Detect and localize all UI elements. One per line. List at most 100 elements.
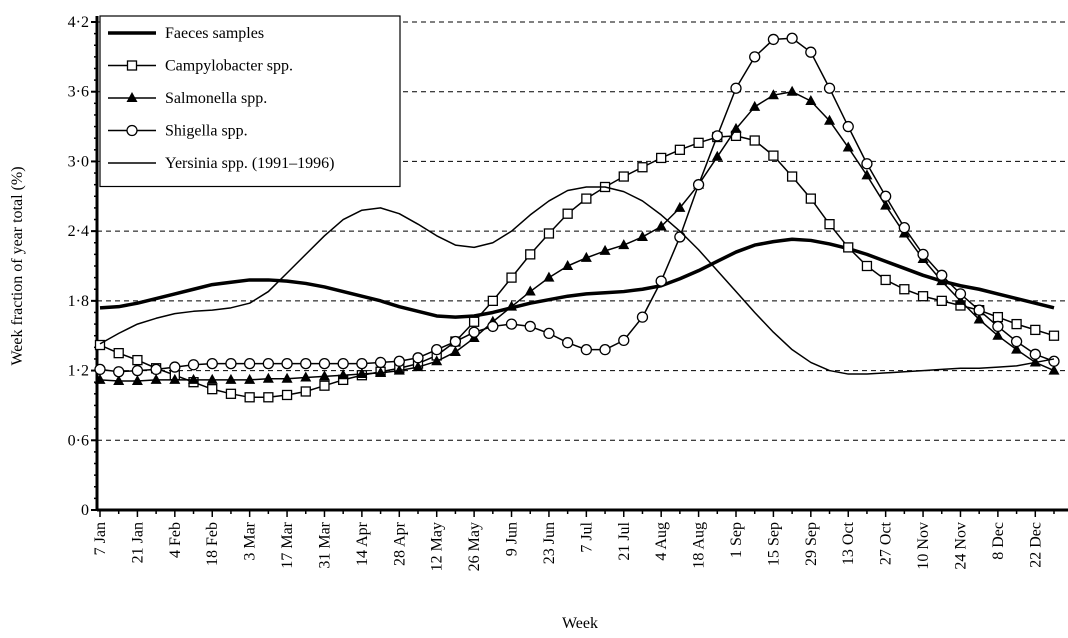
marker-triangle [244, 373, 256, 384]
marker-triangle [786, 85, 798, 96]
marker-square [824, 219, 835, 230]
marker-square [936, 295, 947, 307]
x-tick-label: 21 Jan [129, 522, 146, 563]
legend-marker [126, 60, 138, 71]
marker-triangle [562, 260, 574, 270]
x-tick-label: 31 Mar [316, 521, 333, 568]
y-tick-label: 3·0 [68, 153, 89, 170]
marker-circle [1010, 335, 1023, 348]
marker-circle [169, 361, 181, 373]
x-tick-label: 14 Apr [354, 521, 371, 566]
marker-circle [281, 357, 293, 370]
marker-square [132, 354, 143, 366]
marker-circle [599, 344, 611, 356]
marker-triangle [1048, 364, 1060, 375]
marker-square [861, 260, 873, 272]
marker-square [637, 162, 648, 173]
y-tick-label: 2·4 [68, 223, 89, 240]
y-tick-label: 0·6 [68, 432, 89, 449]
marker-circle [730, 82, 742, 94]
marker-circle [337, 357, 349, 370]
legend-box [99, 15, 401, 188]
marker-square [319, 380, 330, 391]
marker-circle [936, 269, 948, 281]
marker-square [113, 347, 124, 359]
x-tick-label: 27 Oct [878, 521, 895, 565]
series-line [99, 90, 1055, 382]
x-tick-label: 7 Jul [578, 521, 595, 552]
marker-square [487, 295, 498, 307]
marker-circle [262, 357, 275, 370]
marker-circle [711, 130, 723, 142]
x-tick-label: 28 Apr [391, 521, 408, 566]
marker-circle [113, 366, 125, 378]
marker-square [618, 171, 629, 182]
legend-label: Faeces samples [165, 25, 264, 42]
marker-circle [992, 320, 1004, 333]
series-group [99, 135, 1055, 399]
marker-square [300, 386, 311, 397]
marker-square [749, 135, 760, 146]
series-line [99, 237, 1055, 319]
marker-circle [954, 288, 967, 300]
y-tick-label: 0 [81, 502, 89, 519]
marker-circle [692, 179, 705, 191]
y-tick-label: 4·2 [68, 14, 89, 31]
series-group [99, 186, 1055, 375]
x-tick-label: 21 Jul [616, 521, 633, 560]
marker-triangle [337, 369, 349, 380]
marker-circle [318, 357, 331, 370]
x-tick-label: 17 Mar [279, 521, 296, 568]
marker-circle [431, 344, 443, 356]
marker-circle [749, 51, 761, 63]
marker-triangle [356, 368, 368, 379]
marker-circle [580, 344, 593, 356]
marker-square [281, 389, 293, 401]
x-tick-label: 23 Jun [541, 522, 558, 564]
marker-circle [618, 334, 630, 347]
marker-square [768, 150, 779, 161]
marker-square [805, 193, 816, 204]
marker-triangle [674, 201, 686, 212]
x-tick-label: 1 Sep [728, 522, 745, 558]
y-tick-label: 1·8 [68, 293, 89, 310]
marker-triangle [262, 372, 274, 383]
marker-triangle [300, 371, 312, 382]
marker-circle [767, 33, 780, 46]
series-group [99, 90, 1055, 382]
series-group [99, 37, 1055, 373]
marker-circle [206, 357, 218, 370]
marker-triangle [618, 239, 630, 250]
marker-square [674, 144, 686, 155]
marker-square [786, 171, 798, 182]
x-tick-label: 8 Dec [990, 522, 1007, 560]
series-group [99, 237, 1055, 319]
x-tick-label: 24 Nov [952, 522, 969, 570]
marker-circle [842, 120, 854, 133]
marker-circle [505, 318, 518, 330]
series-line [99, 186, 1055, 375]
marker-circle [374, 356, 387, 369]
marker-square [94, 339, 106, 351]
marker-triangle [281, 372, 293, 383]
marker-circle [786, 32, 798, 44]
marker-square [562, 208, 573, 219]
marker-square [468, 316, 480, 327]
marker-triangle [449, 345, 461, 356]
marker-square [1048, 330, 1060, 341]
marker-square [581, 193, 592, 204]
marker-square [917, 291, 929, 302]
y-tick-label: 3·6 [68, 84, 89, 101]
marker-triangle [992, 329, 1004, 340]
marker-square [244, 392, 255, 403]
y-axis-title: Week fraction of year total (%) [9, 166, 26, 365]
marker-triangle [805, 95, 817, 106]
marker-triangle [580, 251, 592, 262]
marker-circle [879, 190, 892, 202]
marker-square [543, 228, 555, 239]
marker-triangle [767, 89, 779, 100]
marker-circle [1048, 355, 1060, 367]
series-line [99, 135, 1055, 399]
marker-circle [487, 320, 499, 333]
